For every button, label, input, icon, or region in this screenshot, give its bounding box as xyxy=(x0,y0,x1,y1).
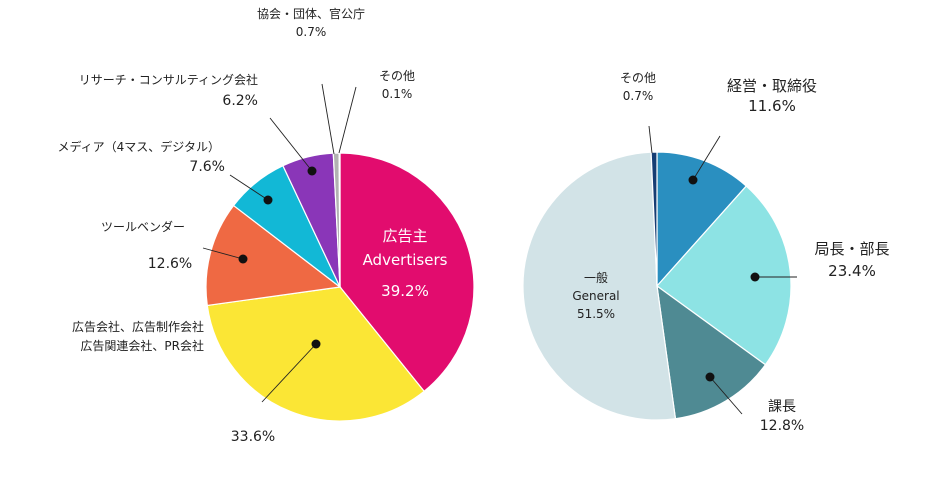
right-slice-2-leader-dot xyxy=(705,372,715,382)
right-slice-4 xyxy=(650,151,658,287)
left-slice-6-label: その他 xyxy=(379,69,415,83)
right-slice-0-leader-line xyxy=(692,135,721,181)
left-slice-6 xyxy=(338,152,341,288)
left-slice-3-leader-dot xyxy=(263,195,273,205)
right-slice-3-label-en: General xyxy=(572,289,619,303)
left-slice-1-label-2: 広告関連会社、PR会社 xyxy=(80,338,204,353)
right-slice-2 xyxy=(656,284,767,420)
left-slice-1-label: 広告会社、広告制作会社 xyxy=(72,319,204,334)
left-slice-4-leader-dot xyxy=(307,166,317,176)
right-slice-1 xyxy=(656,185,792,366)
left-slice-1-value: 33.6% xyxy=(231,429,275,445)
left-slice-0-label: 広告主 xyxy=(382,227,427,245)
left-slice-1-leader-dot xyxy=(311,339,321,349)
right-slice-2-label: 課長 xyxy=(768,399,796,415)
left-slice-4-leader-line xyxy=(269,117,313,172)
left-slice-4-value: 6.2% xyxy=(222,93,258,109)
left-slice-2-value: 12.6% xyxy=(148,256,192,272)
right-slice-1-value: 23.4% xyxy=(828,262,876,280)
pie-chart-job-title: 経営・取締役 11.6% 局長・部長 23.4% 課長 12.8% 一般 General 51.… xyxy=(522,71,890,434)
left-slice-4-label: リサーチ・コンサルティング会社 xyxy=(79,72,258,87)
right-slice-4-leader-line xyxy=(648,125,653,154)
left-slice-5-label: 協会・団体、官公庁 xyxy=(257,6,365,21)
right-slice-1-label: 局長・部長 xyxy=(814,240,889,258)
left-slice-0-value: 39.2% xyxy=(381,282,429,300)
right-slice-3 xyxy=(522,151,677,421)
right-slice-4-value: 0.7% xyxy=(623,89,654,103)
left-slice-0 xyxy=(339,152,475,393)
left-slice-3-label: メディア（4マス、デジタル） xyxy=(57,139,220,154)
left-slice-5-leader-line xyxy=(321,83,335,155)
left-slice-2-leader-line xyxy=(202,247,244,260)
right-slice-3-label: 一般 xyxy=(584,270,608,285)
left-slice-1-leader-line xyxy=(261,343,317,403)
left-slice-2-leader-dot xyxy=(238,254,248,264)
right-slice-1-leader-dot xyxy=(750,272,760,282)
left-slice-2 xyxy=(205,204,342,307)
left-slice-5-value: 0.7% xyxy=(296,25,327,39)
pie-chart-company-type: 広告主 Advertisers 39.2% 広告会社、広告制作会社広告関連会社、PR会… xyxy=(57,6,475,445)
left-slice-6-value: 0.1% xyxy=(382,87,413,101)
right-slice-0-value: 11.6% xyxy=(748,97,796,115)
left-slice-2-label: ツールベンダー xyxy=(101,219,185,234)
right-slice-4-label: その他 xyxy=(620,71,656,85)
right-slice-2-leader-line xyxy=(709,376,743,415)
right-slice-2-value: 12.8% xyxy=(760,418,804,434)
right-slice-0-leader-dot xyxy=(688,175,698,185)
left-slice-1 xyxy=(206,286,425,422)
left-slice-3-value: 7.6% xyxy=(189,159,225,175)
left-slice-0-label-en: Advertisers xyxy=(363,251,448,269)
right-slice-0-label: 経営・取締役 xyxy=(727,77,817,95)
left-slice-6-leader-line xyxy=(338,86,357,154)
left-slice-3-leader-line xyxy=(229,174,269,201)
right-slice-3-value: 51.5% xyxy=(577,307,615,321)
